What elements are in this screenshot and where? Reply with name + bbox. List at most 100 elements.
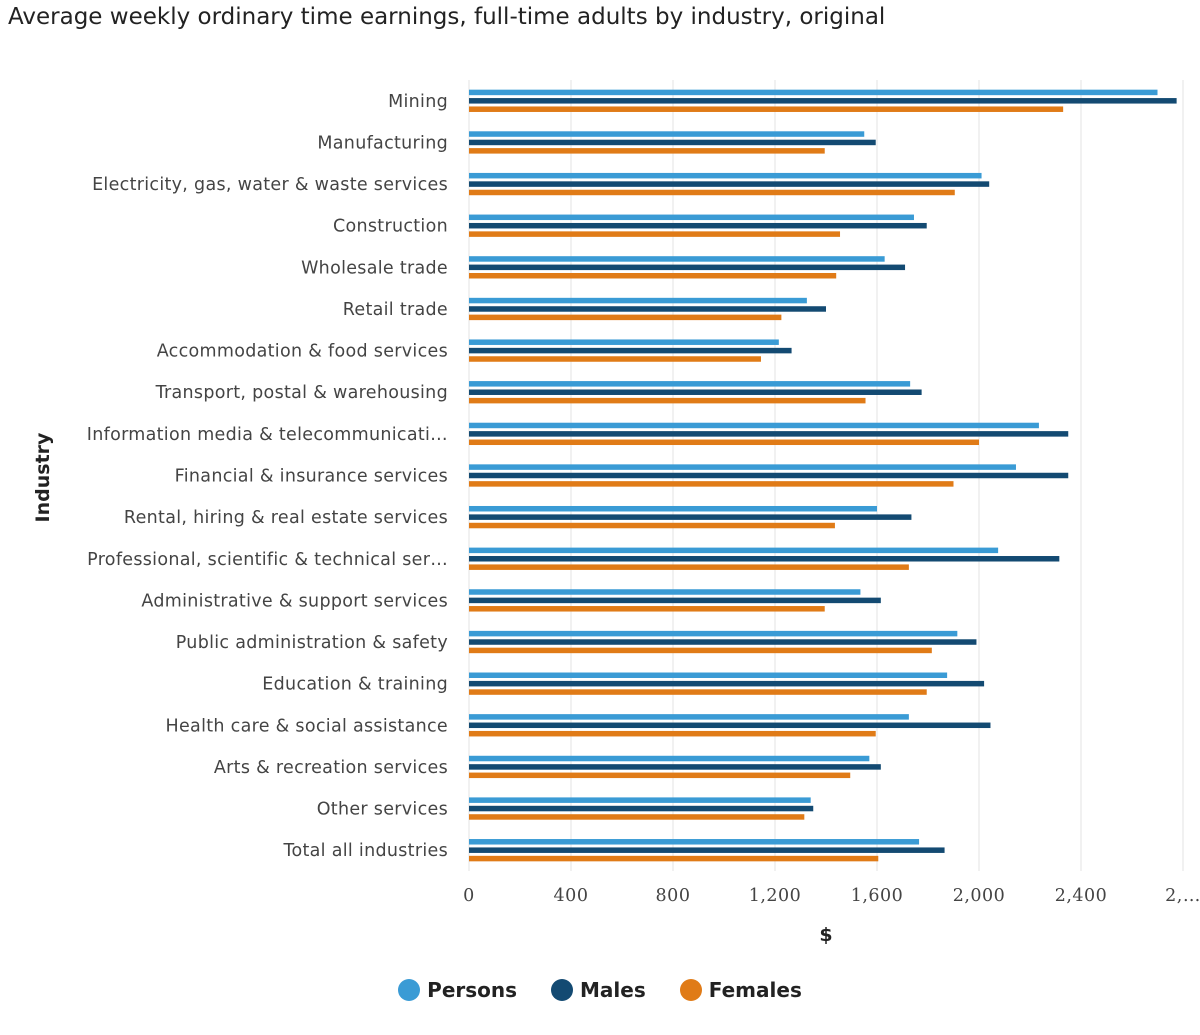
legend-item-persons[interactable]: Persons	[398, 978, 517, 1002]
bar-females[interactable]	[469, 689, 927, 695]
x-tick-labels: 0 400 800 1,200 1,600 2,000 2,400 2,…	[463, 886, 1200, 906]
bar-males[interactable]	[469, 98, 1177, 104]
bar-females[interactable]	[469, 148, 825, 154]
bar-persons[interactable]	[469, 589, 861, 595]
bar-males[interactable]	[469, 722, 991, 729]
bar-females[interactable]	[469, 314, 782, 321]
bar-females[interactable]	[469, 647, 932, 654]
category-label: Transport, postal & warehousing	[155, 383, 448, 403]
y-axis-title: Industry	[32, 432, 54, 522]
bar-males[interactable]	[469, 680, 985, 687]
bar-persons[interactable]	[469, 547, 999, 554]
x-tick-label: 2,…	[1165, 886, 1200, 906]
legend-label-females: Females	[708, 978, 802, 1002]
bar-persons[interactable]	[469, 172, 982, 179]
category-label: Professional, scientific & technical ser…	[87, 550, 448, 570]
legend-label-persons: Persons	[427, 978, 518, 1002]
legend: Persons Males Females	[0, 978, 1200, 1002]
bar-females[interactable]	[469, 855, 879, 862]
x-tick-label: 1,600	[851, 886, 904, 906]
bar-persons[interactable]	[469, 755, 870, 762]
bar-females[interactable]	[469, 564, 909, 570]
x-tick-label: 400	[554, 886, 589, 906]
bar-males[interactable]	[469, 556, 1060, 562]
category-label: Public administration & safety	[176, 633, 448, 653]
bar-females[interactable]	[469, 522, 835, 529]
bar-females[interactable]	[469, 814, 805, 820]
category-label: Administrative & support services	[141, 591, 448, 611]
bar-males[interactable]	[469, 847, 945, 853]
bar-females[interactable]	[469, 730, 876, 737]
bar-males[interactable]	[469, 472, 1069, 479]
x-axis-title: $	[819, 924, 832, 946]
legend-swatch-persons	[398, 979, 421, 1001]
category-label: Financial & insurance services	[175, 467, 448, 487]
bar-persons[interactable]	[469, 131, 865, 137]
legend-item-males[interactable]: Males	[551, 978, 646, 1002]
bar-males[interactable]	[469, 514, 912, 520]
bar-females[interactable]	[469, 606, 825, 612]
legend-swatch-females	[679, 979, 702, 1001]
category-label: Electricity, gas, water & waste services	[92, 175, 448, 195]
bar-females[interactable]	[469, 106, 1064, 112]
bar-persons[interactable]	[469, 297, 807, 304]
bar-persons[interactable]	[469, 839, 920, 845]
x-tick-label: 1,200	[749, 886, 802, 906]
bar-females[interactable]	[469, 356, 761, 362]
bar-persons[interactable]	[469, 714, 909, 720]
category-label: Information media & telecommunicati…	[87, 425, 448, 445]
bar-males[interactable]	[469, 264, 906, 271]
bar-males[interactable]	[469, 306, 826, 312]
bars	[469, 89, 1177, 862]
category-label: Health care & social assistance	[166, 716, 448, 736]
bar-persons[interactable]	[469, 630, 958, 637]
bar-persons[interactable]	[469, 505, 877, 512]
category-label: Education & training	[262, 675, 448, 695]
bar-chart: Mining Manufacturing Electricity, gas, wat…	[32, 80, 1200, 946]
x-tick-label: 800	[656, 886, 691, 906]
legend-label-males: Males	[580, 978, 646, 1002]
category-label: Arts & recreation services	[214, 758, 448, 778]
bar-males[interactable]	[469, 639, 977, 645]
bar-persons[interactable]	[469, 797, 811, 803]
category-label: Retail trade	[343, 300, 448, 320]
bar-males[interactable]	[469, 597, 881, 604]
category-label: Rental, hiring & real estate services	[124, 508, 448, 528]
bar-females[interactable]	[469, 481, 954, 487]
bar-males[interactable]	[469, 222, 927, 229]
bar-males[interactable]	[469, 805, 814, 812]
legend-swatch-males	[551, 979, 574, 1001]
bar-males[interactable]	[469, 181, 990, 187]
bar-females[interactable]	[469, 189, 955, 196]
category-label: Wholesale trade	[301, 258, 448, 278]
bar-females[interactable]	[469, 439, 979, 446]
bar-females[interactable]	[469, 231, 841, 237]
bar-persons[interactable]	[469, 339, 779, 345]
bar-persons[interactable]	[469, 422, 1039, 429]
bar-females[interactable]	[469, 397, 866, 404]
bar-males[interactable]	[469, 389, 922, 395]
x-tick-label: 0	[463, 886, 475, 906]
category-label: Accommodation & food services	[157, 342, 448, 362]
bar-males[interactable]	[469, 139, 876, 146]
category-label: Manufacturing	[317, 133, 448, 153]
bar-females[interactable]	[469, 272, 837, 279]
bar-males[interactable]	[469, 764, 881, 770]
x-tick-label: 2,000	[953, 886, 1006, 906]
x-tick-label: 2,400	[1055, 886, 1108, 906]
category-label: Total all industries	[282, 841, 448, 861]
bar-persons[interactable]	[469, 381, 911, 387]
legend-item-females[interactable]: Females	[679, 978, 802, 1002]
bar-males[interactable]	[469, 347, 792, 354]
bar-females[interactable]	[469, 772, 851, 779]
category-label: Mining	[388, 92, 448, 112]
bar-persons[interactable]	[469, 464, 1016, 470]
bar-persons[interactable]	[469, 672, 948, 679]
bar-males[interactable]	[469, 431, 1069, 437]
bar-persons[interactable]	[469, 89, 1158, 96]
bar-persons[interactable]	[469, 256, 885, 262]
chart-title: Average weekly ordinary time earnings, f…	[8, 4, 886, 30]
category-label: Other services	[317, 800, 448, 820]
bar-persons[interactable]	[469, 214, 914, 221]
category-label: Construction	[333, 217, 448, 237]
